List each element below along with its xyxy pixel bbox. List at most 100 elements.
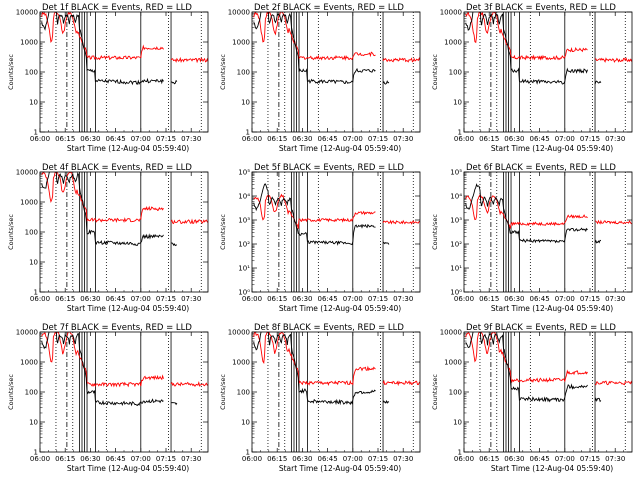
series-events-line <box>253 183 390 246</box>
series-lld-line <box>41 12 208 64</box>
x-tick-label: 07:00 <box>131 135 151 143</box>
x-tick-label: 07:15 <box>368 135 388 143</box>
y-tick-label: 1 <box>458 449 462 457</box>
series-lld-line <box>253 332 420 387</box>
x-tick-label: 06:00 <box>242 455 262 463</box>
y-tick-label: 100 <box>237 69 250 77</box>
y-tick-label: 100 <box>449 389 462 397</box>
y-tick-label: 1000 <box>444 39 462 47</box>
x-tick-label: 07:30 <box>181 295 201 303</box>
x-tick-label: 07:15 <box>368 455 388 463</box>
x-tick-label: 06:00 <box>454 455 474 463</box>
y-axis-label: Counts/sec <box>7 214 15 250</box>
y-tick-label: 1 <box>34 289 38 297</box>
x-tick-label: 06:00 <box>30 295 50 303</box>
x-tick-label: 06:45 <box>530 135 550 143</box>
series-events-line <box>41 172 178 247</box>
x-tick-label: 07:30 <box>181 135 201 143</box>
y-tick-label: 10⁵ <box>450 169 462 177</box>
series-events-line <box>41 12 178 86</box>
y-tick-label: 10⁵ <box>238 169 250 177</box>
x-tick-label: 07:00 <box>343 455 363 463</box>
plot-frame <box>39 11 209 133</box>
x-tick-label: 07:15 <box>156 135 176 143</box>
x-tick-label: 06:45 <box>318 135 338 143</box>
detector-panel-9: Det 9f BLACK = Events, RED = LLD Counts/s… <box>431 323 633 473</box>
series-events-line <box>465 183 601 244</box>
x-tick-label: 06:30 <box>80 295 100 303</box>
y-axis-label: Counts/sec <box>219 214 227 250</box>
x-tick-label: 07:00 <box>343 295 363 303</box>
plot-frame <box>251 331 421 453</box>
x-tick-label: 06:00 <box>242 295 262 303</box>
x-tick-label: 07:00 <box>555 295 575 303</box>
y-tick-label: 10000 <box>440 9 462 17</box>
x-tick-label: 06:15 <box>479 135 499 143</box>
x-tick-label: 06:15 <box>55 455 75 463</box>
panel-title: Det 4f BLACK = Events, RED = LLD <box>42 163 192 173</box>
x-tick-label: 06:15 <box>267 455 287 463</box>
series-lld-line <box>253 193 420 229</box>
y-tick-label: 1 <box>34 129 38 137</box>
x-axis-label: Start Time (12-Aug-04 05:59:40) <box>491 304 613 313</box>
y-tick-label: 1000 <box>20 359 38 367</box>
y-tick-label: 100 <box>449 69 462 77</box>
x-tick-label: 07:30 <box>605 295 625 303</box>
plot-frame <box>39 331 209 453</box>
plot-frame <box>463 171 633 293</box>
y-tick-label: 10³ <box>238 217 250 225</box>
x-tick-label: 06:45 <box>318 295 338 303</box>
y-tick-label: 100 <box>25 69 38 77</box>
y-axis-label: Counts/sec <box>431 214 439 250</box>
detector-panel-6: Det 6f BLACK = Events, RED = LLD Counts/s… <box>431 163 633 313</box>
x-axis-label: Start Time (12-Aug-04 05:59:40) <box>67 464 189 473</box>
y-tick-label: 10 <box>241 419 250 427</box>
y-axis-label: Counts/sec <box>431 374 439 410</box>
series-events-line <box>465 332 602 403</box>
y-tick-label: 10² <box>450 241 462 249</box>
x-tick-label: 07:15 <box>580 135 600 143</box>
x-axis-label: Start Time (12-Aug-04 05:59:40) <box>67 144 189 153</box>
x-axis-label: Start Time (12-Aug-04 05:59:40) <box>279 464 401 473</box>
x-tick-label: 07:00 <box>555 135 575 143</box>
y-tick-label: 100 <box>25 229 38 237</box>
x-tick-label: 07:15 <box>156 455 176 463</box>
y-tick-label: 1 <box>246 129 250 137</box>
y-tick-label: 1000 <box>20 199 38 207</box>
y-axis-label: Counts/sec <box>219 54 227 90</box>
x-tick-label: 06:15 <box>479 455 499 463</box>
panel-title: Det 9f BLACK = Events, RED = LLD <box>466 323 616 333</box>
x-axis-label: Start Time (12-Aug-04 05:59:40) <box>491 144 613 153</box>
x-tick-label: 06:00 <box>242 135 262 143</box>
series-events-line <box>41 332 178 407</box>
plot-frame <box>251 11 421 133</box>
x-tick-label: 06:15 <box>479 295 499 303</box>
y-tick-label: 10 <box>241 99 250 107</box>
x-tick-label: 06:15 <box>267 135 287 143</box>
x-tick-label: 07:15 <box>580 295 600 303</box>
x-tick-label: 06:00 <box>454 295 474 303</box>
panel-title: Det 3f BLACK = Events, RED = LLD <box>466 3 616 13</box>
series-events-line <box>253 12 390 85</box>
y-tick-label: 10000 <box>228 9 250 17</box>
panel-title: Det 1f BLACK = Events, RED = LLD <box>42 3 192 13</box>
panel-title: Det 7f BLACK = Events, RED = LLD <box>42 323 192 333</box>
detector-panel-8: Det 8f BLACK = Events, RED = LLD Counts/s… <box>219 323 421 473</box>
y-tick-label: 10 <box>29 99 38 107</box>
y-tick-label: 10000 <box>16 169 38 177</box>
y-tick-label: 10⁰ <box>238 289 250 297</box>
y-tick-label: 10⁴ <box>238 193 250 201</box>
panel-title: Det 8f BLACK = Events, RED = LLD <box>254 323 404 333</box>
x-tick-label: 06:45 <box>318 455 338 463</box>
y-tick-label: 10 <box>29 259 38 267</box>
x-tick-label: 06:00 <box>30 135 50 143</box>
x-tick-label: 06:30 <box>80 455 100 463</box>
y-axis-label: Counts/sec <box>431 54 439 90</box>
x-tick-label: 06:30 <box>504 455 524 463</box>
plot-frame <box>463 331 633 453</box>
x-tick-label: 07:00 <box>131 295 151 303</box>
detector-panel-5: Det 5f BLACK = Events, RED = LLD Counts/s… <box>219 163 421 313</box>
x-tick-label: 07:00 <box>555 455 575 463</box>
y-axis-label: Counts/sec <box>7 54 15 90</box>
